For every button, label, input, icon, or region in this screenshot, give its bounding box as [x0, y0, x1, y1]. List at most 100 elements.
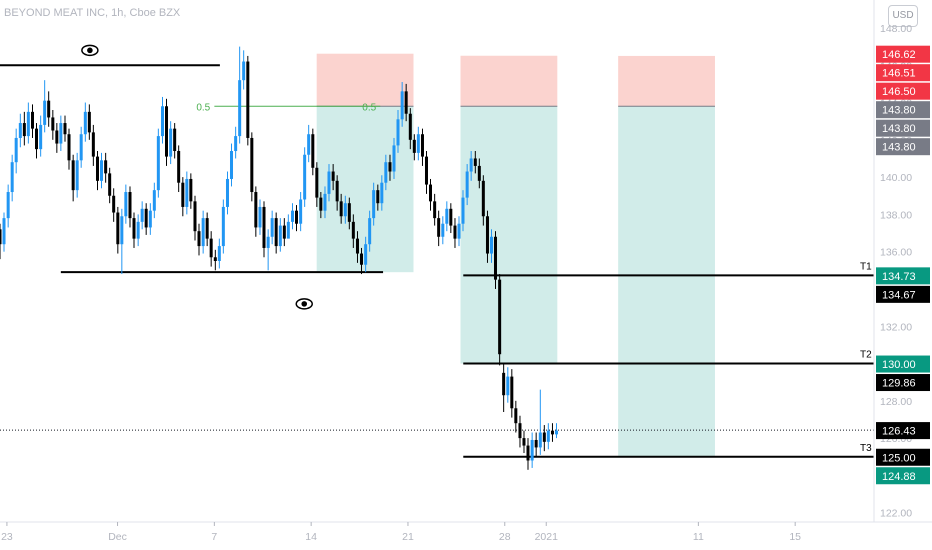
candle	[526, 438, 530, 470]
candle	[412, 134, 416, 161]
candle-body	[449, 208, 453, 226]
candle	[282, 218, 286, 247]
candle-body	[258, 206, 262, 228]
candle-body	[433, 201, 437, 219]
candle	[510, 369, 514, 418]
price-label-text: 124.88	[882, 471, 916, 483]
candle	[91, 124, 95, 166]
candle-body	[542, 432, 546, 442]
candle	[477, 158, 481, 189]
candle	[201, 210, 205, 254]
price-label-text: 126.43	[882, 426, 916, 438]
candle-body	[112, 195, 116, 213]
candle	[433, 193, 437, 226]
candle	[242, 50, 246, 90]
candle	[128, 186, 132, 228]
price-label-text: 130.00	[882, 359, 916, 371]
candle-body	[461, 197, 465, 224]
candle	[221, 199, 225, 254]
candle-body	[282, 225, 286, 239]
candle-body	[95, 156, 99, 181]
stop-loss-zone	[316, 53, 414, 107]
price-label-text: 143.80	[882, 105, 916, 117]
candle-body	[132, 218, 136, 239]
candle	[39, 115, 43, 157]
candle	[104, 152, 108, 183]
candle-body	[290, 210, 294, 222]
candle	[95, 151, 99, 191]
candle	[270, 210, 274, 245]
candle-body	[108, 173, 112, 196]
candle-body	[181, 182, 185, 207]
candle	[469, 151, 473, 181]
candle	[408, 108, 412, 150]
candle-body	[156, 136, 160, 191]
candle-body	[6, 192, 10, 219]
candle	[554, 423, 558, 439]
candle-body	[368, 218, 372, 245]
candle	[250, 132, 254, 202]
eye-icon	[81, 44, 99, 57]
candle-body	[0, 229, 2, 245]
price-label: 124.88	[876, 467, 930, 485]
candle-body	[242, 61, 246, 81]
candle-body	[116, 212, 120, 245]
candle-body	[26, 111, 30, 137]
candle	[380, 175, 384, 211]
candle-body	[335, 180, 339, 202]
candle-body	[339, 201, 343, 217]
candle	[343, 195, 347, 224]
candle	[303, 147, 307, 207]
x-tick-label: 23	[1, 531, 13, 543]
candle	[445, 201, 449, 232]
candle	[67, 128, 71, 170]
candle	[234, 126, 238, 159]
candle	[506, 367, 510, 403]
candle	[144, 203, 148, 235]
x-tick-label: 15	[789, 531, 801, 543]
y-tick-label: 148.00	[880, 23, 912, 35]
price-label-text: 129.86	[882, 378, 916, 390]
candle	[311, 128, 315, 176]
candle	[327, 164, 331, 202]
candle-body	[546, 430, 550, 442]
candle-body	[144, 208, 148, 228]
candle	[140, 201, 144, 230]
candle-body	[502, 372, 506, 396]
candle	[530, 432, 534, 468]
candle-body	[323, 193, 327, 211]
candle-body	[400, 91, 404, 120]
candle	[120, 208, 124, 275]
price-label: 130.00	[876, 355, 930, 373]
candle-body	[100, 160, 104, 181]
candle	[100, 152, 104, 189]
candle	[461, 190, 465, 232]
candle-body	[201, 218, 205, 247]
candle	[246, 55, 250, 146]
candle	[209, 231, 213, 267]
candle	[294, 205, 299, 232]
candle-body	[43, 100, 47, 125]
candle-body	[445, 208, 449, 224]
price-label-box	[876, 119, 930, 137]
candle	[546, 423, 550, 450]
currency-button[interactable]: USD	[888, 5, 918, 27]
candle-body	[229, 151, 234, 179]
candle	[136, 214, 140, 247]
candle	[266, 229, 270, 271]
price-label-box	[876, 467, 930, 485]
candle-body	[278, 225, 282, 247]
y-tick-label: 140.00	[880, 172, 912, 184]
candle	[112, 188, 116, 222]
candle	[404, 83, 408, 122]
price-label-text: 146.50	[882, 86, 916, 98]
price-label: 134.67	[876, 285, 930, 303]
candle-body	[286, 221, 290, 239]
candle	[160, 96, 164, 144]
candle	[319, 192, 323, 219]
candle-body	[274, 218, 278, 247]
price-label-box	[876, 267, 930, 285]
candle-body	[217, 246, 221, 261]
candle-body	[327, 171, 331, 194]
